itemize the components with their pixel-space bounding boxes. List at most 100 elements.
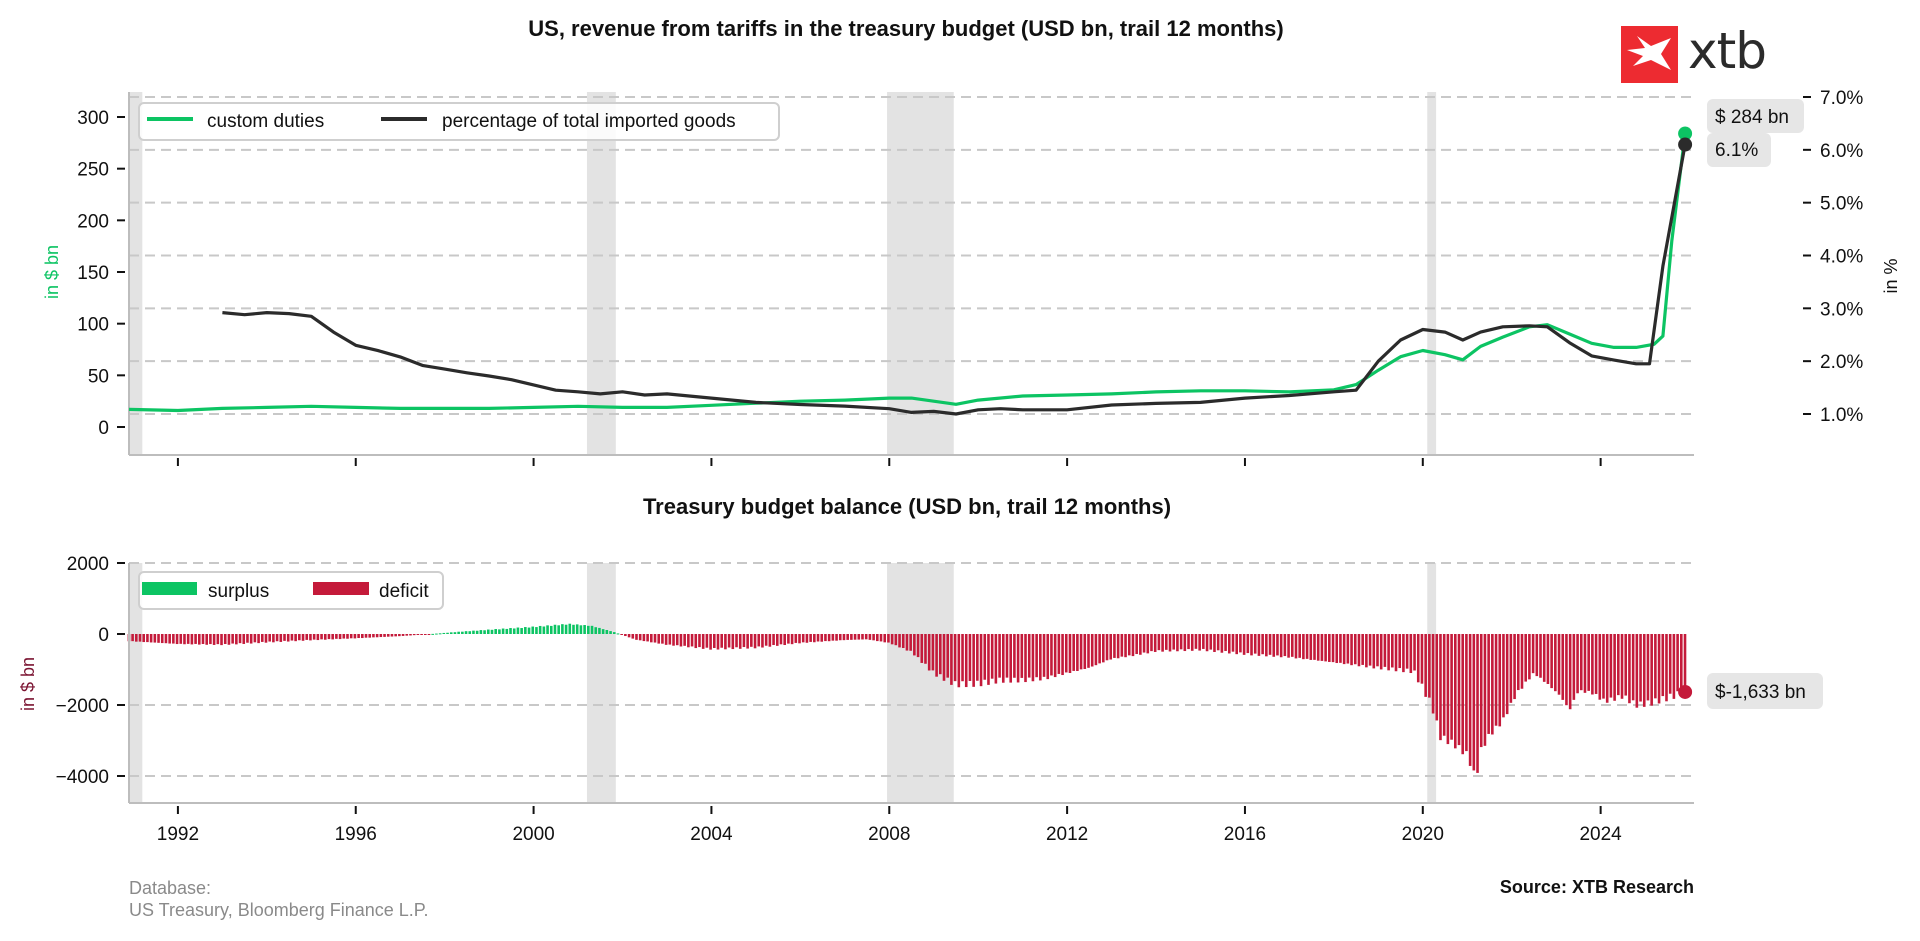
bar-deficit	[864, 634, 868, 640]
bar-deficit	[1472, 634, 1476, 771]
bar-deficit	[753, 634, 757, 649]
bar-deficit	[1587, 634, 1590, 691]
bar-deficit	[1357, 634, 1361, 667]
xtb-wordmark: xtb	[1688, 22, 1767, 80]
bar-deficit	[1109, 634, 1113, 660]
bar-deficit	[916, 634, 920, 658]
bar-deficit	[1265, 634, 1268, 657]
y-tick-label: −4000	[56, 767, 109, 788]
bar-deficit	[757, 634, 761, 647]
bar-deficit	[775, 634, 779, 646]
bar-deficit	[1046, 634, 1050, 680]
bar-deficit	[168, 634, 171, 644]
y-axis-label-left: in $ bn	[42, 245, 62, 299]
bar-deficit	[1209, 634, 1213, 650]
end-label-custom-duties: $ 284 bn	[1715, 107, 1789, 128]
bar-deficit	[761, 634, 764, 648]
bar-deficit	[1346, 634, 1350, 664]
bar-surplus	[490, 629, 494, 634]
bar-deficit	[1457, 634, 1461, 746]
bar-deficit	[246, 634, 249, 643]
x-tick-label: 2024	[1579, 824, 1622, 845]
bar-deficit	[909, 634, 912, 651]
bar-deficit	[1064, 634, 1068, 673]
bar-deficit	[876, 634, 879, 642]
bar-deficit	[1350, 634, 1353, 666]
chart-title-tariffs: US, revenue from tariffs in the treasury…	[528, 16, 1284, 41]
series-line-percentage	[222, 144, 1687, 416]
bar-deficit	[1257, 634, 1261, 656]
y-tick-label: 200	[77, 211, 109, 232]
bar-surplus	[446, 632, 449, 634]
bar-deficit	[1513, 634, 1516, 700]
bar-surplus	[527, 627, 531, 634]
bar-surplus	[520, 628, 523, 634]
bar-deficit	[235, 634, 238, 645]
bar-deficit	[427, 634, 431, 635]
bar-deficit	[901, 634, 905, 649]
bar-deficit	[1494, 634, 1498, 726]
bar-deficit	[257, 634, 260, 644]
recession-band	[129, 92, 143, 455]
y-right-tick-label: 4.0%	[1820, 247, 1863, 268]
bar-deficit	[1624, 634, 1628, 696]
bar-deficit	[1416, 634, 1420, 683]
bar-deficit	[179, 634, 183, 644]
bar-deficit	[827, 634, 831, 642]
bar-deficit	[768, 634, 772, 647]
bar-deficit	[394, 634, 397, 637]
y-tick-label: 0	[98, 418, 109, 439]
bar-deficit	[1572, 634, 1576, 700]
bar-deficit	[1476, 634, 1479, 773]
bar-deficit	[1646, 634, 1650, 701]
bar-deficit	[1498, 634, 1502, 727]
bar-deficit	[1139, 634, 1142, 655]
bar-deficit	[905, 634, 909, 651]
bar-deficit	[646, 634, 649, 642]
bar-deficit	[1387, 634, 1390, 671]
bar-deficit	[850, 634, 853, 640]
bar-surplus	[568, 623, 572, 634]
bar-deficit	[835, 634, 838, 641]
bar-deficit	[405, 634, 409, 636]
bar-deficit	[1617, 634, 1620, 696]
bar-deficit	[1035, 634, 1038, 678]
bar-deficit	[672, 634, 675, 646]
bar-deficit	[290, 634, 294, 641]
bar-deficit	[813, 634, 816, 643]
bar-deficit	[375, 634, 379, 638]
bar-deficit	[1409, 634, 1413, 674]
bar-deficit	[1461, 634, 1465, 755]
bar-deficit	[1168, 634, 1172, 652]
bar-deficit	[694, 634, 698, 649]
bar-deficit	[1131, 634, 1135, 657]
bar-deficit	[1298, 634, 1301, 658]
bar-deficit	[1376, 634, 1379, 667]
bar-surplus	[438, 633, 442, 635]
bar-deficit	[690, 634, 694, 647]
bar-surplus	[475, 630, 479, 634]
bar-deficit	[379, 634, 383, 638]
bar-deficit	[1161, 634, 1164, 652]
bar-deficit	[253, 634, 257, 643]
x-tick-label: 1996	[335, 824, 377, 845]
recession-band	[1427, 563, 1437, 803]
bar-surplus	[461, 631, 464, 634]
y-right-tick-label: 3.0%	[1820, 299, 1863, 320]
bar-deficit	[894, 634, 898, 646]
bar-deficit	[1216, 634, 1220, 651]
bar-surplus	[464, 631, 468, 634]
bar-surplus	[605, 630, 609, 634]
bar-deficit	[968, 634, 972, 681]
legend-label-custom-duties: custom duties	[207, 111, 324, 132]
bar-deficit	[620, 634, 623, 635]
bar-deficit	[1557, 634, 1561, 695]
bar-surplus	[564, 624, 568, 634]
database-label: Database:	[129, 878, 212, 898]
bar-deficit	[1190, 634, 1194, 651]
bar-deficit	[668, 634, 672, 645]
bar-deficit	[961, 634, 964, 682]
bar-deficit	[342, 634, 346, 639]
bar-deficit	[1027, 634, 1031, 678]
